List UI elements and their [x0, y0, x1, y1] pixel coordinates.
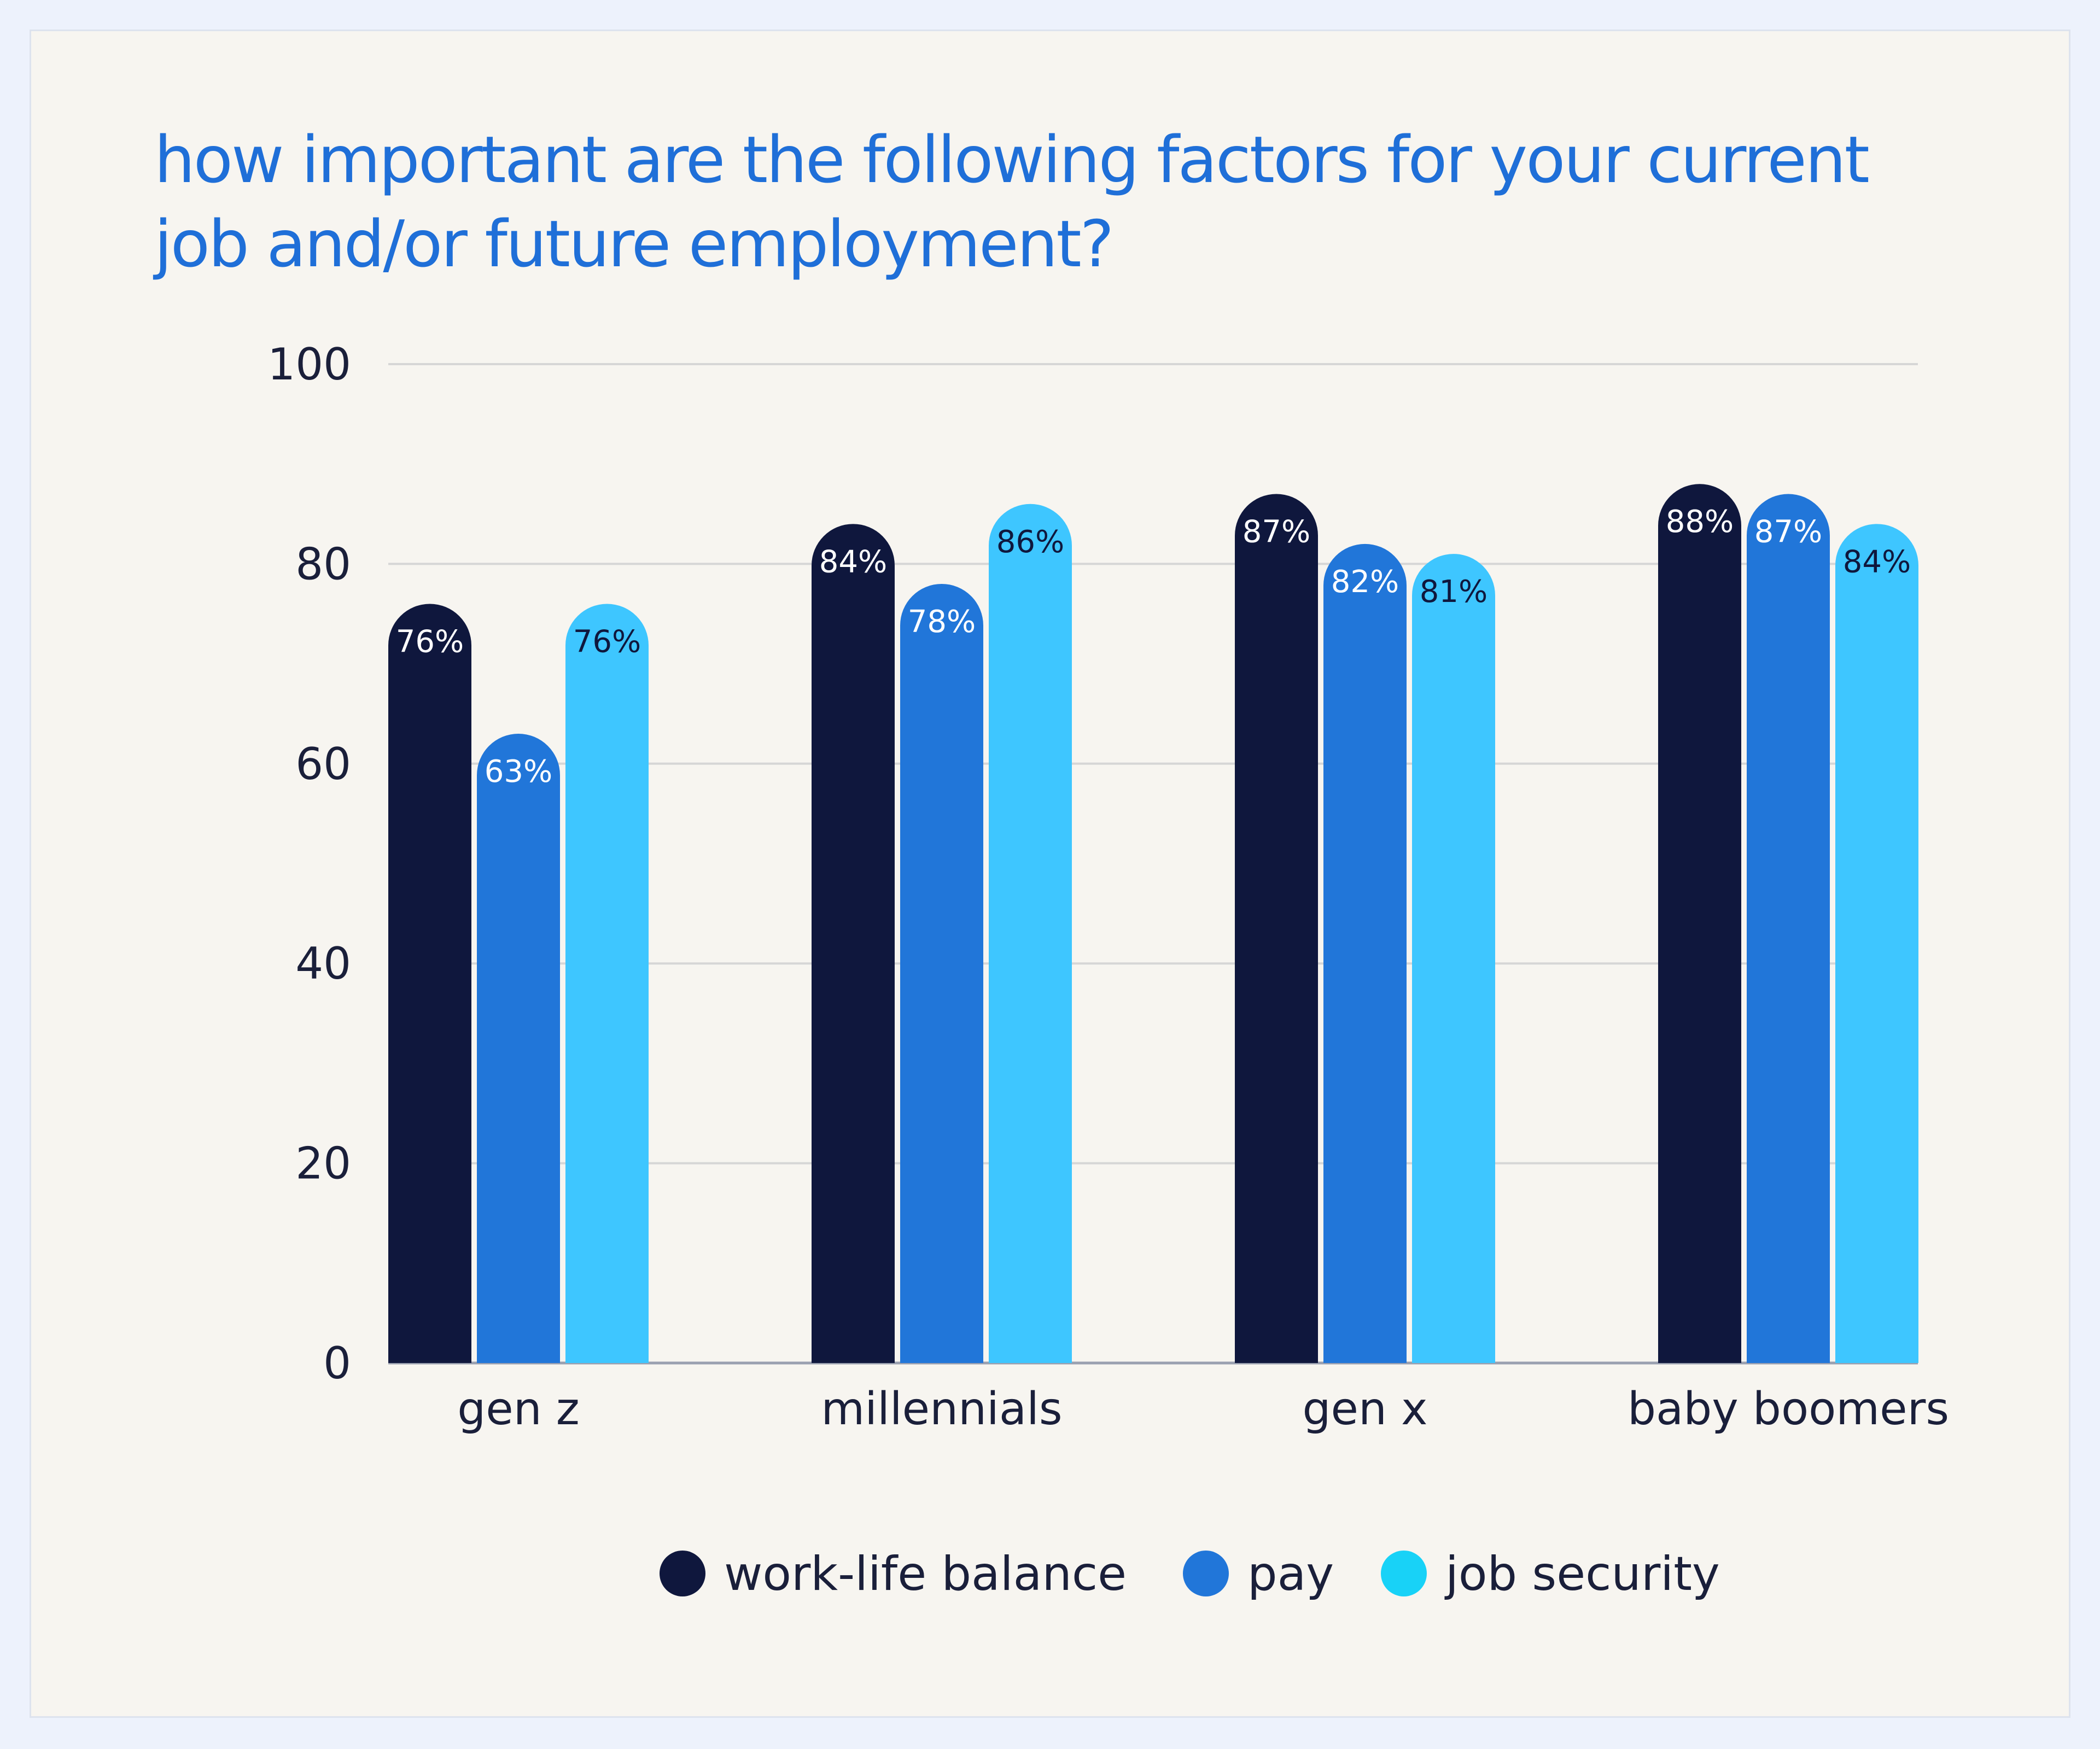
bar-job-security-millennials: [989, 504, 1072, 1363]
bar-work-life-balance-millennials: [812, 524, 895, 1363]
legend-label: work-life balance: [724, 1547, 1127, 1601]
data-label: 88%: [1666, 504, 1734, 540]
data-label: 84%: [1843, 544, 1911, 580]
y-tick-label: 40: [295, 938, 351, 989]
x-category-label: baby boomers: [1628, 1383, 1949, 1435]
bar-pay-baby-boomers: [1747, 494, 1830, 1363]
legend-label: job security: [1444, 1547, 1720, 1601]
bar-job-security-gen-x: [1412, 554, 1495, 1363]
data-label: 82%: [1331, 564, 1399, 600]
y-tick-label: 20: [295, 1138, 351, 1189]
legend-label: pay: [1247, 1547, 1334, 1601]
bar-work-life-balance-gen-x: [1235, 494, 1318, 1363]
bar-pay-millennials: [900, 583, 983, 1363]
y-tick-label: 60: [295, 739, 351, 789]
data-label: 86%: [996, 524, 1064, 560]
data-label: 78%: [908, 604, 976, 640]
data-label: 76%: [573, 624, 641, 659]
bar-pay-gen-x: [1323, 543, 1407, 1363]
data-label: 76%: [396, 624, 464, 659]
y-tick-label: 100: [267, 339, 351, 390]
x-category-label: gen z: [457, 1383, 580, 1435]
chart-title: how important are the following factors …: [154, 122, 1870, 282]
data-label: 81%: [1420, 574, 1488, 610]
legend-swatch: [1183, 1551, 1229, 1596]
data-label: 63%: [485, 754, 552, 789]
bar-job-security-gen-z: [565, 604, 649, 1363]
bar-pay-gen-z: [477, 733, 560, 1363]
bar-work-life-balance-baby-boomers: [1658, 484, 1741, 1363]
bar-work-life-balance-gen-z: [388, 604, 471, 1363]
legend-swatch: [1381, 1551, 1427, 1596]
x-category-label: gen x: [1302, 1383, 1427, 1435]
y-tick-label: 80: [295, 539, 351, 589]
bar-job-security-baby-boomers: [1835, 524, 1918, 1363]
data-label: 87%: [1754, 514, 1822, 550]
y-tick-label: 0: [323, 1338, 351, 1389]
legend-swatch: [660, 1551, 705, 1596]
data-label: 84%: [819, 544, 887, 580]
x-category-label: millennials: [821, 1383, 1062, 1435]
data-label: 87%: [1242, 514, 1310, 550]
